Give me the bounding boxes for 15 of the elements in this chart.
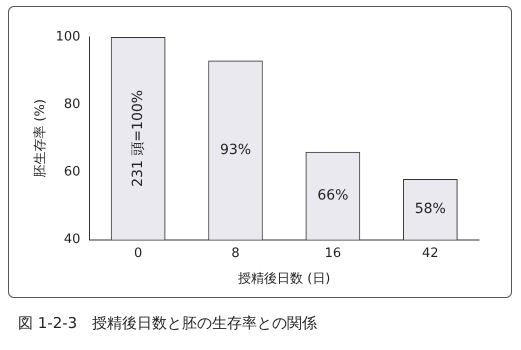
data-label: 66% bbox=[317, 188, 348, 204]
y-axis-title: 胚生存率 (%) bbox=[32, 99, 48, 178]
data-label: 93% bbox=[220, 142, 252, 158]
x-tick-label: 8 bbox=[231, 246, 240, 261]
y-tick-label: 80 bbox=[64, 96, 80, 112]
x-tick-label: 0 bbox=[134, 246, 142, 261]
x-tick-label: 42 bbox=[422, 246, 439, 261]
x-tick-label: 16 bbox=[324, 246, 342, 261]
data-label: 58% bbox=[414, 201, 446, 218]
y-tick-label: 60 bbox=[64, 164, 80, 180]
y-tick-label: 100 bbox=[56, 29, 80, 44]
caption: 図 1-2-3 授精後日数と胚の生存率との関係 bbox=[18, 314, 318, 333]
data-label: 231 頭=100% bbox=[130, 90, 146, 187]
x-axis-title: 授精後日数 (日) bbox=[238, 272, 330, 287]
y-tick-label: 40 bbox=[64, 232, 80, 248]
